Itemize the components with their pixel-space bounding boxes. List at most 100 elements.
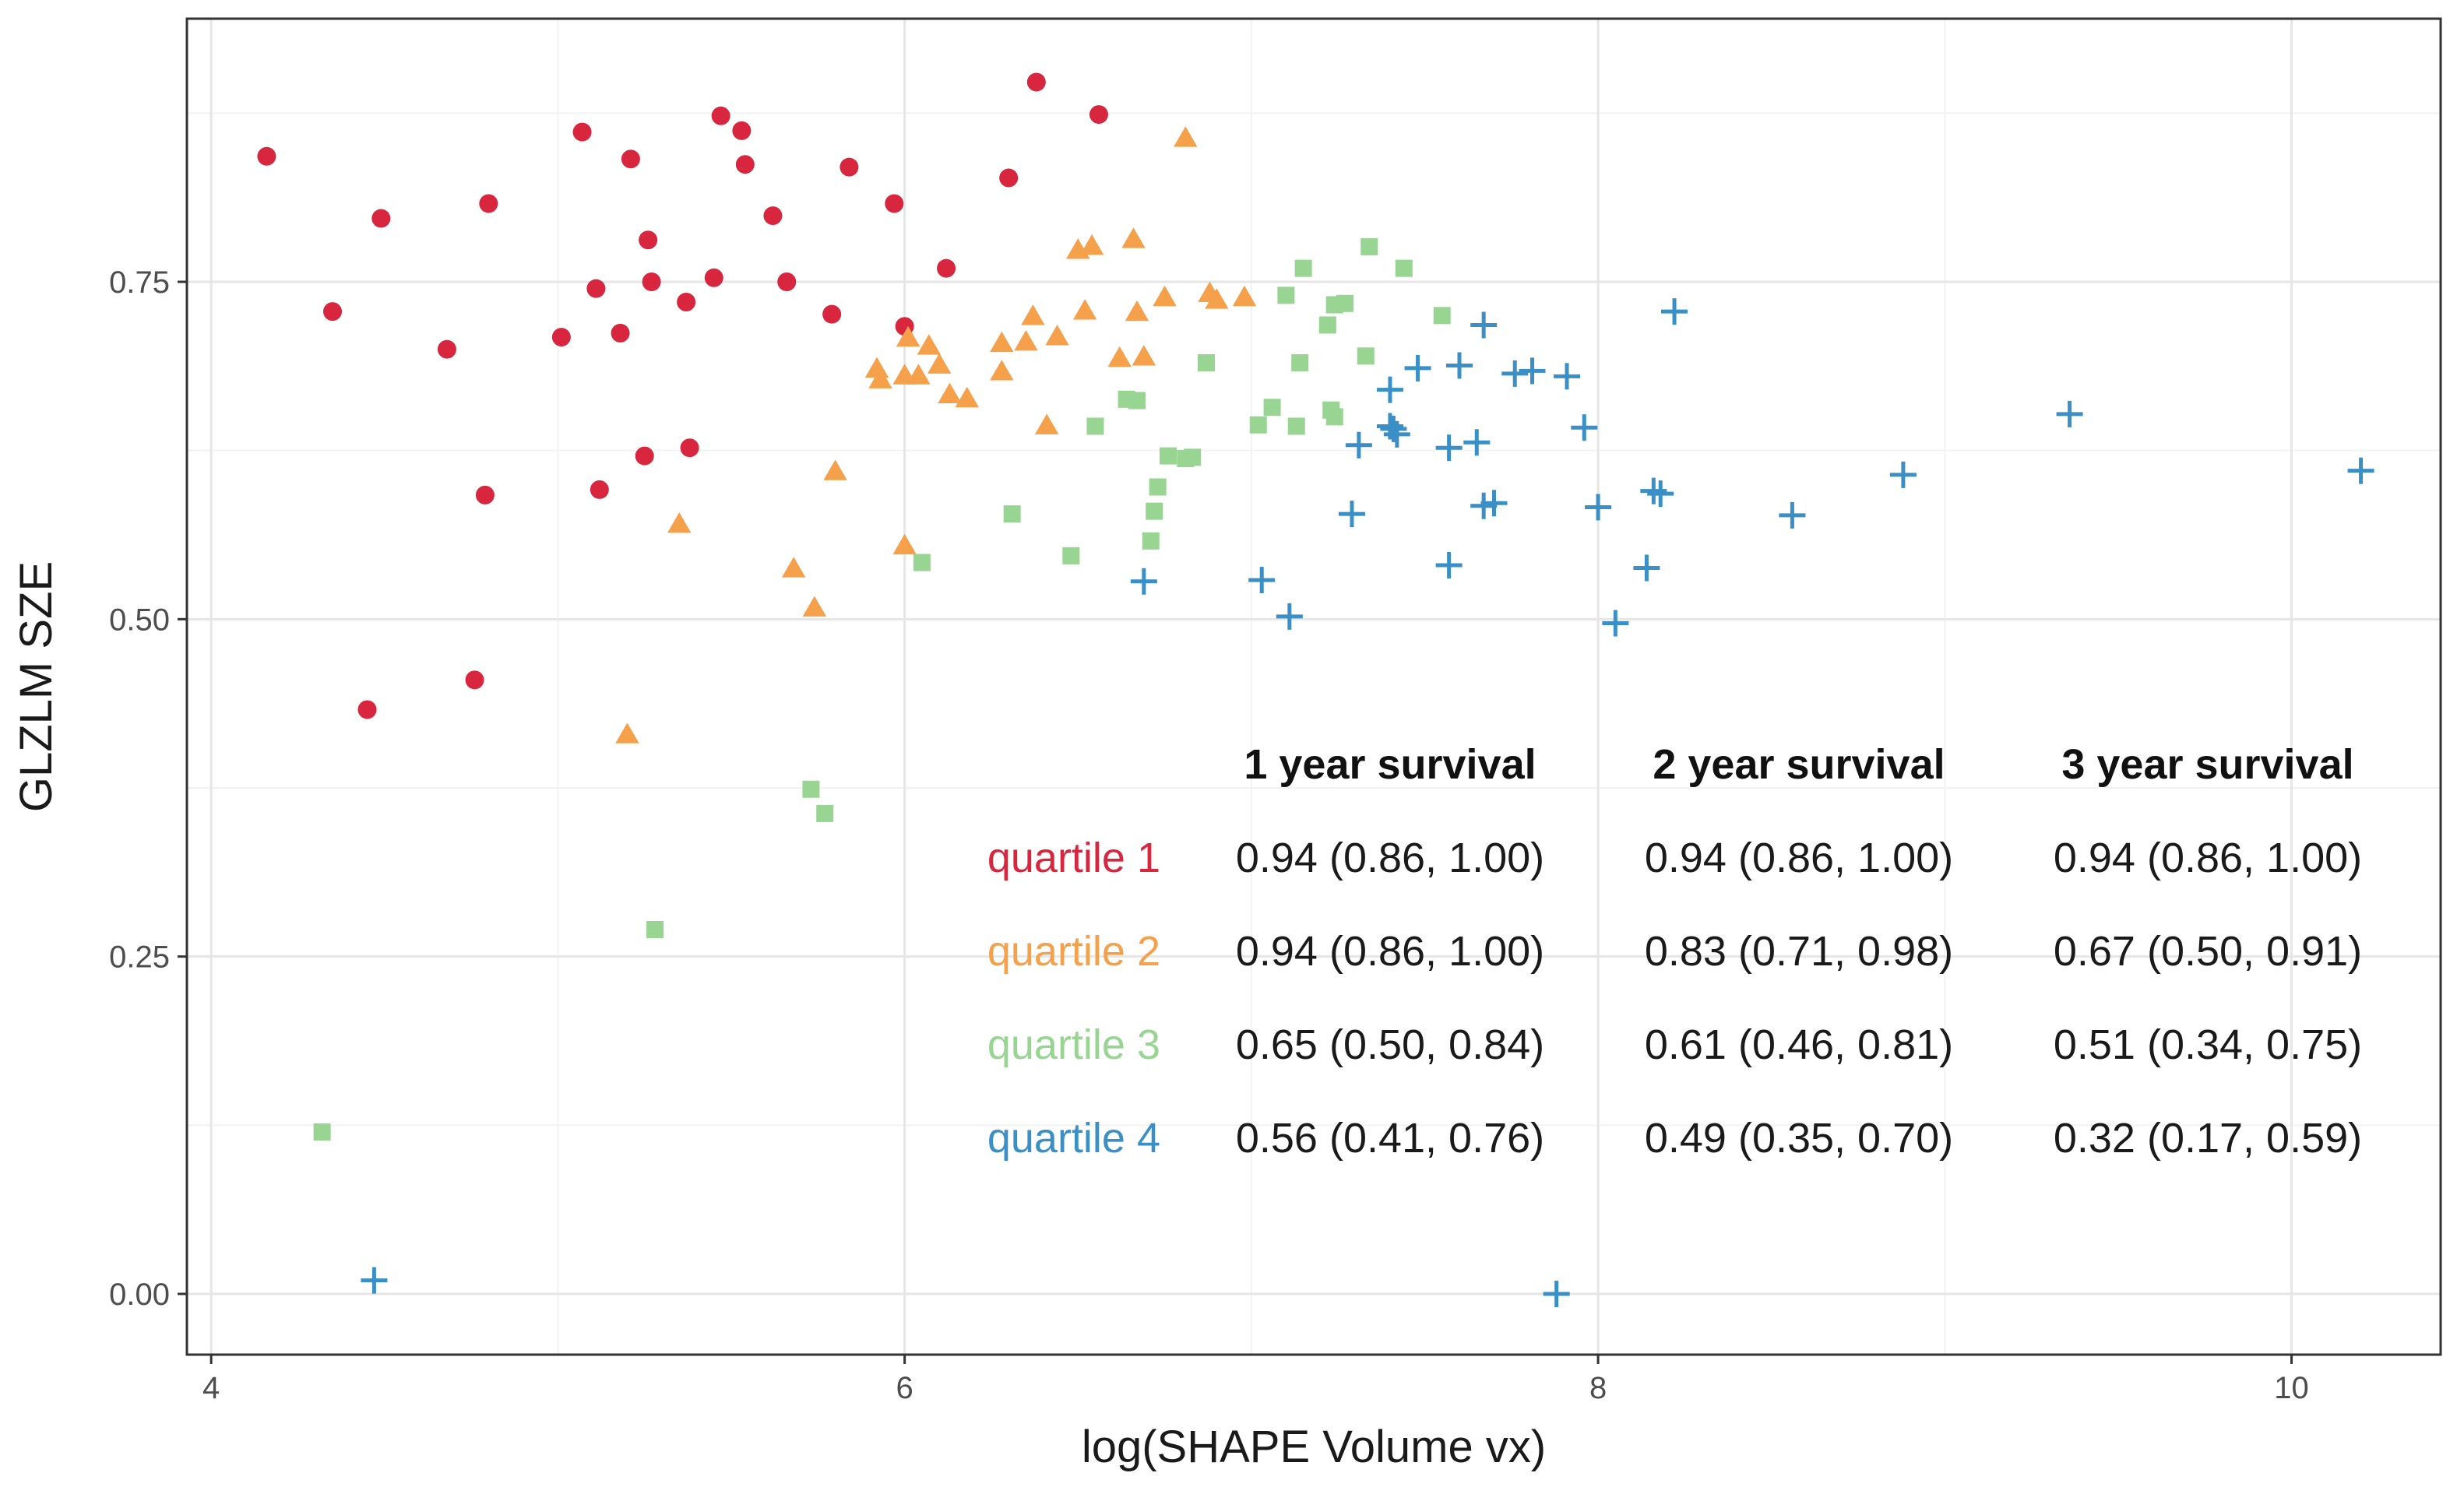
point-quartile-4 [1276, 603, 1303, 630]
point-quartile-1 [937, 258, 956, 278]
table-cell: 0.32 (0.17, 0.59) [2054, 1115, 2362, 1162]
y-tick-label: 0.00 [109, 1278, 170, 1312]
x-axis: 4 6 8 10 [202, 1355, 2309, 1405]
point-quartile-3 [1325, 408, 1343, 426]
point-quartile-1 [590, 480, 609, 499]
x-tick-label: 8 [1589, 1371, 1607, 1405]
point-quartile-4 [1779, 501, 1806, 529]
table-cell: 0.65 (0.50, 0.84) [1236, 1021, 1544, 1068]
point-quartile-3 [1357, 347, 1375, 365]
point-quartile-3 [1184, 448, 1202, 466]
point-quartile-4 [1435, 434, 1463, 462]
point-quartile-4 [1585, 494, 1612, 521]
point-quartile-4 [1248, 567, 1276, 594]
point-quartile-3 [1149, 478, 1167, 496]
panel-border [185, 17, 2442, 1356]
point-quartile-4 [1554, 363, 1581, 390]
point-quartile-2 [1079, 234, 1104, 255]
point-quartile-2 [1045, 325, 1069, 346]
data-points [257, 72, 2374, 1307]
point-quartile-3 [802, 780, 820, 798]
point-quartile-3 [1318, 316, 1336, 334]
point-quartile-2 [802, 596, 827, 617]
point-quartile-1 [677, 293, 696, 311]
point-quartile-2 [896, 325, 920, 347]
point-quartile-4 [1602, 610, 1629, 637]
x-tick-label: 6 [896, 1371, 913, 1405]
point-quartile-4 [2056, 400, 2083, 427]
point-quartile-1 [371, 209, 391, 228]
point-quartile-4 [1435, 552, 1463, 578]
point-quartile-4 [1571, 414, 1598, 441]
point-quartile-3 [1142, 532, 1160, 550]
minor-gridlines [187, 19, 2441, 1355]
table-cell: 0.56 (0.41, 0.76) [1236, 1115, 1544, 1162]
point-quartile-3 [1433, 307, 1451, 325]
point-quartile-3 [1336, 294, 1354, 312]
point-quartile-1 [465, 670, 484, 690]
point-quartile-3 [1395, 259, 1413, 277]
point-quartile-1 [639, 230, 658, 250]
point-quartile-2 [1153, 285, 1177, 307]
point-quartile-3 [313, 1123, 331, 1141]
point-quartile-1 [999, 168, 1019, 188]
point-quartile-1 [711, 106, 730, 125]
point-quartile-3 [1294, 259, 1312, 277]
point-quartile-1 [621, 149, 640, 169]
point-quartile-4 [1338, 501, 1365, 528]
point-quartile-3 [1160, 447, 1177, 465]
point-quartile-2 [892, 533, 917, 555]
point-quartile-3 [1360, 237, 1378, 255]
point-quartile-2 [667, 512, 692, 533]
point-quartile-3 [1086, 417, 1104, 435]
point-quartile-3 [1263, 399, 1281, 417]
point-quartile-4 [1543, 1281, 1570, 1307]
point-quartile-2 [615, 722, 639, 743]
point-quartile-2 [1121, 227, 1146, 248]
table-cell: 0.51 (0.34, 0.75) [2054, 1021, 2362, 1068]
table-cell: 0.94 (0.86, 1.00) [1236, 835, 1544, 881]
table-row-label: quartile 2 [987, 928, 1160, 975]
point-quartile-3 [1249, 416, 1267, 434]
point-quartile-1 [1089, 105, 1108, 125]
point-quartile-3 [1291, 354, 1309, 371]
point-quartile-4 [1519, 357, 1546, 385]
x-axis-title: log(SHAPE Volume vx) [1082, 1422, 1546, 1472]
point-quartile-2 [938, 382, 962, 403]
point-quartile-4 [1404, 354, 1431, 381]
point-quartile-4 [1376, 376, 1403, 403]
y-axis: 0.00 0.25 0.50 0.75 [109, 265, 187, 1312]
x-tick-label: 4 [202, 1371, 220, 1405]
point-quartile-1 [763, 206, 783, 226]
table-cell: 0.67 (0.50, 0.91) [2054, 928, 2362, 975]
point-quartile-3 [1287, 417, 1305, 435]
point-quartile-2 [955, 386, 979, 408]
point-quartile-1 [735, 155, 755, 174]
point-quartile-2 [781, 557, 806, 578]
point-quartile-4 [1480, 490, 1508, 517]
point-quartile-4 [1130, 568, 1157, 595]
point-quartile-1 [822, 304, 842, 324]
y-tick-label: 0.75 [109, 265, 170, 300]
point-quartile-2 [1107, 346, 1132, 367]
table-column-header: 1 year survival [1244, 741, 1536, 788]
point-quartile-3 [1062, 547, 1080, 564]
point-quartile-3 [1128, 392, 1146, 410]
point-quartile-2 [1021, 304, 1045, 325]
point-quartile-1 [840, 157, 859, 177]
point-quartile-2 [927, 353, 952, 374]
point-quartile-1 [257, 146, 276, 166]
point-quartile-4 [1889, 461, 1917, 488]
point-quartile-2 [823, 459, 847, 480]
point-quartile-4 [1380, 415, 1407, 442]
point-quartile-1 [642, 272, 661, 291]
table-cell: 0.49 (0.35, 0.70) [1645, 1115, 1953, 1162]
point-quartile-2 [1125, 300, 1149, 322]
x-tick-label: 10 [2274, 1371, 2309, 1405]
table-row-label: quartile 3 [987, 1021, 1160, 1068]
point-quartile-3 [646, 921, 664, 938]
table-column-header: 3 year survival [2061, 741, 2353, 788]
point-quartile-4 [1470, 311, 1498, 339]
point-quartile-3 [1277, 286, 1295, 304]
point-quartile-1 [551, 328, 571, 347]
